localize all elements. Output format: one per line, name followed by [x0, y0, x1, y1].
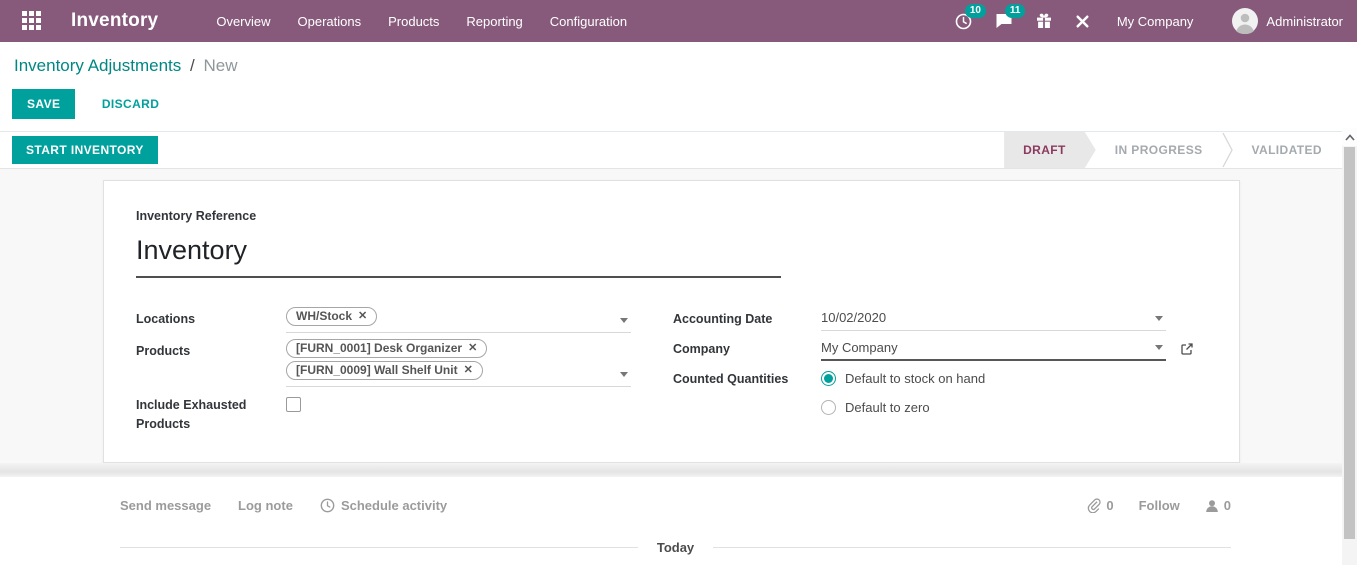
- company-switcher[interactable]: My Company: [1116, 13, 1194, 29]
- date-divider: Today: [120, 540, 1232, 555]
- activities-icon[interactable]: 10: [955, 3, 986, 30]
- form-sheet-background: Inventory Reference Locations WH/Stock ✕: [0, 169, 1357, 463]
- remove-tag-icon[interactable]: ✕: [468, 341, 478, 354]
- counted-quantities-label: Counted Quantities: [673, 372, 789, 386]
- menu-operations[interactable]: Operations: [297, 13, 362, 29]
- control-panel: Inventory Adjustments / New SAVE DISCARD: [0, 42, 1357, 132]
- menu-products[interactable]: Products: [388, 13, 440, 29]
- menu-overview[interactable]: Overview: [216, 13, 271, 29]
- breadcrumb-parent-link[interactable]: Inventory Adjustments: [14, 56, 182, 75]
- form-column-left: Locations WH/Stock ✕ Products: [136, 307, 631, 440]
- form-grid: Locations WH/Stock ✕ Products: [136, 307, 1207, 440]
- systray: 10 11 My Company Administrator: [955, 3, 1343, 34]
- status-pipeline: DRAFT IN PROGRESS VALIDATED: [1004, 132, 1341, 168]
- external-link-icon[interactable]: [1180, 342, 1194, 356]
- person-icon: [1205, 499, 1218, 512]
- inventory-reference-label: Inventory Reference: [136, 209, 257, 223]
- company-label: Company: [673, 342, 730, 356]
- form-statusbar: START INVENTORY DRAFT IN PROGRESS VALIDA…: [0, 132, 1357, 169]
- breadcrumb-separator: /: [190, 56, 195, 75]
- scrollbar-thumb[interactable]: [1344, 147, 1355, 539]
- product-tag: [FURN_0009] Wall Shelf Unit ✕: [286, 361, 483, 380]
- radio-default-to-zero[interactable]: Default to zero: [821, 400, 1146, 415]
- locations-field[interactable]: WH/Stock ✕: [286, 307, 631, 333]
- products-field[interactable]: [FURN_0001] Desk Organizer ✕ [FURN_0009]…: [286, 339, 631, 387]
- save-button[interactable]: SAVE: [12, 89, 76, 119]
- date-divider-label: Today: [656, 540, 695, 555]
- followers-count: 0: [1223, 498, 1231, 513]
- start-inventory-button[interactable]: START INVENTORY: [12, 136, 158, 164]
- location-tag: WH/Stock ✕: [286, 307, 378, 326]
- menu-reporting[interactable]: Reporting: [466, 13, 523, 29]
- accounting-date-label: Accounting Date: [673, 312, 773, 326]
- paperclip-icon: [1088, 498, 1102, 513]
- user-name: Administrator: [1266, 13, 1343, 29]
- messages-icon[interactable]: 11: [995, 4, 1026, 29]
- accounting-date-field[interactable]: 10/02/2020: [821, 307, 1166, 331]
- product-tag: [FURN_0001] Desk Organizer ✕: [286, 339, 488, 358]
- top-navbar: Inventory Overview Operations Products R…: [0, 0, 1357, 42]
- company-field[interactable]: My Company: [821, 337, 1193, 361]
- status-validated[interactable]: VALIDATED: [1251, 143, 1322, 157]
- attachments-count: 0: [1106, 498, 1114, 513]
- messages-badge: 11: [1004, 4, 1026, 18]
- user-menu[interactable]: Administrator: [1232, 8, 1343, 34]
- followers-button[interactable]: 0: [1205, 498, 1231, 513]
- products-label: Products: [136, 344, 191, 358]
- gift-icon[interactable]: [1036, 13, 1052, 29]
- status-in-progress[interactable]: IN PROGRESS: [1114, 143, 1203, 157]
- breadcrumb-current: New: [203, 56, 238, 75]
- status-chevron-icon: [1221, 132, 1233, 168]
- remove-tag-icon[interactable]: ✕: [358, 309, 368, 322]
- status-draft[interactable]: DRAFT: [1004, 132, 1096, 168]
- app-title[interactable]: Inventory: [71, 10, 159, 31]
- inventory-reference-input[interactable]: [136, 223, 781, 278]
- include-exhausted-label: Include Exhausted Products: [136, 398, 247, 431]
- radio-selected-icon[interactable]: [821, 371, 836, 386]
- dropdown-caret-icon[interactable]: [1155, 316, 1163, 321]
- dropdown-caret-icon[interactable]: [620, 372, 628, 377]
- remove-tag-icon[interactable]: ✕: [463, 363, 473, 376]
- clock-icon: [320, 498, 335, 513]
- menu-configuration[interactable]: Configuration: [549, 13, 628, 29]
- sheet-bottom-edge: [0, 463, 1357, 477]
- breadcrumb: Inventory Adjustments / New: [14, 56, 1341, 76]
- chatter: Send message Log note Schedule activity …: [0, 477, 1357, 555]
- scroll-up-arrow-icon[interactable]: [1342, 128, 1357, 146]
- form-card: Inventory Reference Locations WH/Stock ✕: [103, 180, 1240, 463]
- radio-unselected-icon[interactable]: [821, 400, 836, 415]
- dropdown-caret-icon[interactable]: [620, 318, 628, 323]
- dropdown-caret-icon[interactable]: [1155, 345, 1163, 350]
- send-message-button[interactable]: Send message: [120, 498, 212, 513]
- schedule-activity-button[interactable]: Schedule activity: [320, 498, 447, 513]
- avatar: [1232, 8, 1259, 34]
- log-note-button[interactable]: Log note: [238, 498, 293, 513]
- follow-button[interactable]: Follow: [1138, 498, 1180, 513]
- locations-label: Locations: [136, 312, 196, 326]
- include-exhausted-checkbox[interactable]: [286, 397, 301, 412]
- tools-icon[interactable]: [1075, 14, 1090, 29]
- attachments-button[interactable]: 0: [1086, 498, 1114, 513]
- radio-default-stock-on-hand[interactable]: Default to stock on hand: [821, 371, 1146, 386]
- activities-badge: 10: [964, 3, 986, 18]
- form-column-right: Accounting Date 10/02/2020 Company My Co…: [673, 307, 1193, 440]
- apps-menu-icon[interactable]: [22, 10, 43, 32]
- discard-button[interactable]: DISCARD: [88, 89, 173, 119]
- vertical-scrollbar[interactable]: [1342, 128, 1357, 565]
- app-menu: Overview Operations Products Reporting C…: [216, 14, 627, 29]
